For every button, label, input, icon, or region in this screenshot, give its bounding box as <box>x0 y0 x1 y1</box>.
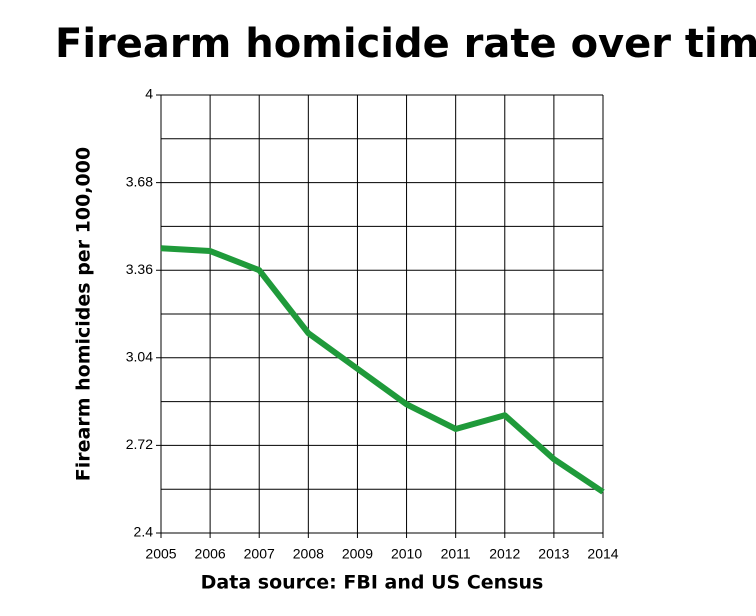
data-line <box>160 245 605 495</box>
y-tick-label: 3.36 <box>126 261 153 277</box>
y-axis-label: Firearm homicides per 100,000 <box>73 147 95 481</box>
chart-title: Firearm homicide rate over time <box>55 21 756 67</box>
x-tick-label: 2011 <box>441 546 471 562</box>
y-tick-label: 3.04 <box>126 349 153 365</box>
y-tick-label: 2.72 <box>126 436 153 452</box>
x-tick-label: 2007 <box>244 546 275 562</box>
x-tick-label: 2006 <box>195 546 226 562</box>
x-tick-label: 2009 <box>342 546 373 562</box>
x-tick-label: 2010 <box>391 546 422 562</box>
x-tick-label: 2014 <box>587 546 618 562</box>
x-tick-label: 2008 <box>293 546 324 562</box>
x-axis-label: Data source: FBI and US Census <box>201 572 544 594</box>
y-tick-label: 2.4 <box>134 524 154 540</box>
x-tick-label: 2012 <box>489 546 520 562</box>
y-tick-label: 3.68 <box>126 173 153 189</box>
y-tick-label: 4 <box>145 86 153 102</box>
x-tick-label: 2005 <box>145 546 176 562</box>
x-tick-label: 2013 <box>538 546 569 562</box>
